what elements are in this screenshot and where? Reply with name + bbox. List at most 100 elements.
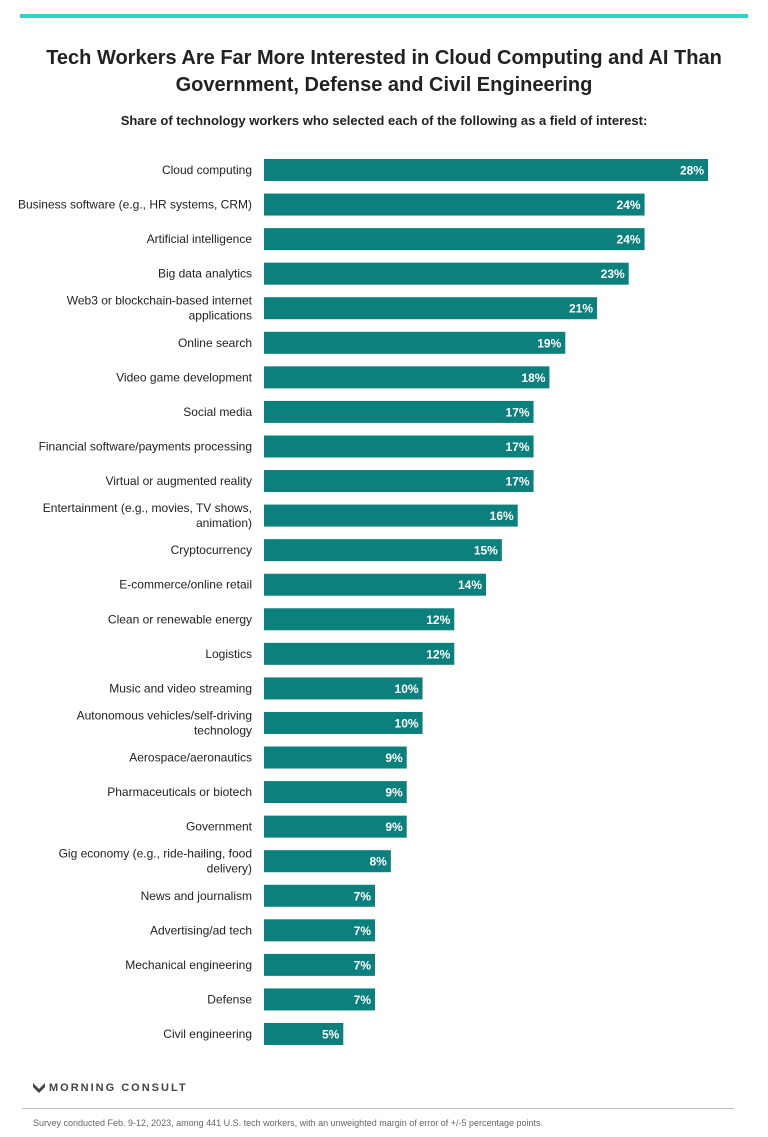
category-label-line: Social media (183, 405, 252, 419)
category-label: Defense (207, 992, 252, 1006)
category-label-line: Pharmaceuticals or biotech (107, 785, 252, 799)
data-label: 21% (569, 302, 593, 316)
category-label: Financial software/payments processing (39, 439, 252, 453)
data-label: 17% (506, 405, 530, 419)
chart-title: Tech Workers Are Far More Interested in … (0, 45, 768, 99)
bar (264, 677, 423, 700)
bar (264, 746, 407, 769)
data-label: 15% (474, 544, 498, 558)
category-label: Business software (e.g., HR systems, CRM… (18, 198, 252, 212)
category-label-line: Aerospace/aeronautics (129, 751, 252, 765)
data-label: 7% (354, 924, 372, 938)
bar (264, 642, 455, 665)
category-label-line: Civil engineering (163, 1027, 252, 1041)
category-label-line: delivery) (207, 862, 252, 876)
data-label: 24% (617, 198, 641, 212)
category-label-line: Big data analytics (158, 267, 252, 281)
bar (264, 815, 407, 838)
data-label: 7% (354, 993, 372, 1007)
bar (264, 297, 597, 320)
category-label: Government (186, 820, 253, 834)
category-label: Social media (183, 405, 252, 419)
category-label-line: Mechanical engineering (125, 958, 252, 972)
data-label: 9% (385, 786, 403, 800)
category-label-line: applications (189, 309, 252, 323)
data-label: 10% (395, 682, 419, 696)
category-label: Clean or renewable energy (108, 612, 252, 626)
category-label: Logistics (205, 647, 252, 661)
category-label: Entertainment (e.g., movies, TV shows, an… (43, 501, 252, 530)
bar (264, 193, 645, 216)
category-label: Video game development (116, 370, 253, 384)
bar (264, 884, 375, 907)
category-label-line: technology (194, 723, 252, 737)
category-label: Civil engineering (163, 1027, 252, 1041)
bar (264, 781, 407, 804)
data-label: 14% (458, 578, 482, 592)
bar (264, 850, 391, 873)
category-label: Virtual or augmented reality (105, 474, 252, 488)
title-line-2: Government, Defense and Civil Engineerin… (175, 74, 593, 96)
category-label-line: Music and video streaming (109, 681, 252, 695)
category-label: Music and video streaming (109, 681, 252, 695)
bar (264, 470, 534, 493)
bar (264, 953, 375, 976)
bar (264, 331, 566, 354)
category-label: Cryptocurrency (171, 543, 252, 557)
data-label: 8% (370, 855, 388, 869)
category-label-line: Business software (e.g., HR systems, CRM… (18, 198, 252, 212)
data-label: 12% (426, 613, 450, 627)
category-label-line: Clean or renewable energy (108, 612, 252, 626)
data-label: 16% (490, 509, 514, 523)
top-accent-line (20, 14, 748, 18)
category-label: Big data analytics (158, 267, 252, 281)
category-label-line: animation) (196, 516, 252, 530)
category-label-line: Logistics (205, 647, 252, 661)
data-label: 9% (385, 820, 403, 834)
bar (264, 919, 375, 942)
category-label-line: Artificial intelligence (147, 232, 253, 246)
bar (264, 504, 518, 527)
category-label: News and journalism (141, 889, 252, 903)
bar (264, 262, 629, 285)
category-label: Mechanical engineering (125, 958, 252, 972)
category-label-line: Cryptocurrency (171, 543, 252, 557)
category-label-line: News and journalism (141, 889, 252, 903)
category-label-line: Video game development (116, 370, 253, 384)
category-label-line: Financial software/payments processing (39, 439, 252, 453)
category-label-line: Defense (207, 992, 252, 1006)
category-label-line: Virtual or augmented reality (105, 474, 252, 488)
bar (264, 711, 423, 734)
bar (264, 400, 534, 423)
bar (264, 539, 502, 562)
logo-text: MORNING CONSULT (49, 1082, 188, 1094)
category-label-line: Cloud computing (162, 163, 252, 177)
chart-subtitle: Share of technology workers who selected… (120, 113, 648, 128)
data-label: 7% (354, 958, 372, 972)
category-label-line: Web3 or blockchain-based internet (67, 294, 253, 308)
bar (264, 573, 486, 596)
data-label: 12% (426, 647, 450, 661)
title-line-1: Tech Workers Are Far More Interested in … (46, 47, 722, 69)
category-label: Online search (178, 336, 252, 350)
bar (264, 159, 708, 181)
bar (264, 608, 455, 631)
category-label: Pharmaceuticals or biotech (107, 785, 252, 799)
data-label: 5% (322, 1028, 340, 1042)
bar (264, 366, 550, 389)
category-label: Web3 or blockchain-based internet applica… (67, 294, 253, 323)
bar (264, 988, 375, 1011)
data-label: 10% (395, 716, 419, 730)
category-label-line: Government (186, 820, 253, 834)
category-label: Cloud computing (162, 163, 252, 177)
category-label: Artificial intelligence (147, 232, 253, 246)
data-label: 17% (506, 440, 530, 454)
data-label: 7% (354, 889, 372, 903)
data-label: 17% (506, 475, 530, 489)
footer-divider (22, 1108, 734, 1109)
category-label-line: Entertainment (e.g., movies, TV shows, (43, 501, 252, 515)
category-label: Aerospace/aeronautics (129, 751, 252, 765)
bar-chart: 28% Cloud computing 24% Business software (… (18, 159, 708, 1045)
category-label-line: Gig economy (e.g., ride-hailing, food (59, 847, 252, 861)
category-label: Autonomous vehicles/self-driving technolo… (77, 708, 252, 737)
